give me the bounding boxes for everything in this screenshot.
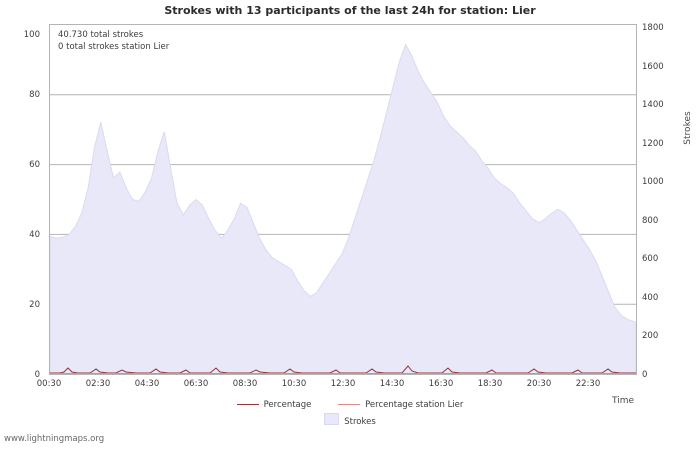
legend-row-2: Strokes [0, 413, 700, 430]
x-tick-0430: 04:30 [134, 379, 160, 389]
y-tick-left-100: 100 [23, 30, 40, 40]
y-tick-left-0: 0 [34, 370, 40, 380]
chart-legend: Percentage Percentage station Lier Strok… [0, 398, 700, 430]
legend-swatch-percentage-station [338, 404, 361, 405]
x-tick-2230: 22:30 [575, 379, 601, 389]
y-tick-right-1200: 1200 [642, 139, 664, 149]
x-tick-0030: 00:30 [36, 379, 62, 389]
chart-title: Strokes with 13 participants of the last… [164, 4, 536, 17]
legend-label-percentage-station: Percentage station Lier [365, 400, 464, 410]
x-tick-1830: 18:30 [477, 379, 503, 389]
y-tick-right-1400: 1400 [642, 100, 664, 110]
x-tick-0230: 02:30 [85, 379, 111, 389]
legend-swatch-percentage [236, 404, 259, 405]
y-tick-left-20: 20 [29, 300, 40, 310]
y-tick-right-1000: 1000 [642, 177, 664, 187]
y-tick-left-80: 80 [29, 90, 40, 100]
x-tick-2030: 20:30 [526, 379, 552, 389]
y-tick-right-600: 600 [642, 254, 659, 264]
plot-svg [50, 43, 636, 374]
x-axis-label: Time [612, 396, 635, 406]
legend-item-strokes[interactable]: Strokes [324, 413, 376, 430]
y-axis-label-right: Strokes [683, 111, 693, 145]
x-tick-0630: 06:30 [183, 379, 209, 389]
strokes-area [50, 43, 636, 374]
footer-watermark: www.lightningmaps.org [4, 434, 105, 444]
y-tick-left-40: 40 [29, 230, 40, 240]
y-tick-right-400: 400 [642, 293, 659, 303]
annotation-station-strokes: 0 total strokes station Lier [58, 42, 170, 52]
x-tick-1230: 12:30 [330, 379, 356, 389]
legend-row-1: Percentage Percentage station Lier [0, 398, 700, 413]
y-tick-right-1600: 1600 [642, 62, 664, 72]
annotation-total-strokes: 40.730 total strokes [58, 30, 144, 40]
legend-label-percentage: Percentage [263, 400, 312, 410]
y-tick-right-1800: 1800 [642, 23, 664, 33]
plot-area: 40.730 total strokes 0 total strokes sta… [49, 24, 637, 375]
legend-item-percentage[interactable]: Percentage [236, 398, 312, 413]
legend-item-percentage-station[interactable]: Percentage station Lier [338, 398, 463, 413]
y-tick-left-60: 60 [29, 160, 40, 170]
x-tick-1430: 14:30 [379, 379, 405, 389]
percentage-line [50, 365, 636, 374]
y-tick-right-0: 0 [642, 370, 648, 380]
x-tick-1030: 10:30 [281, 379, 307, 389]
y-tick-right-200: 200 [642, 331, 659, 341]
x-tick-1630: 16:30 [428, 379, 454, 389]
legend-label-strokes: Strokes [344, 417, 376, 427]
y-tick-right-800: 800 [642, 216, 659, 226]
x-tick-0830: 08:30 [232, 379, 258, 389]
legend-swatch-strokes [324, 413, 340, 425]
